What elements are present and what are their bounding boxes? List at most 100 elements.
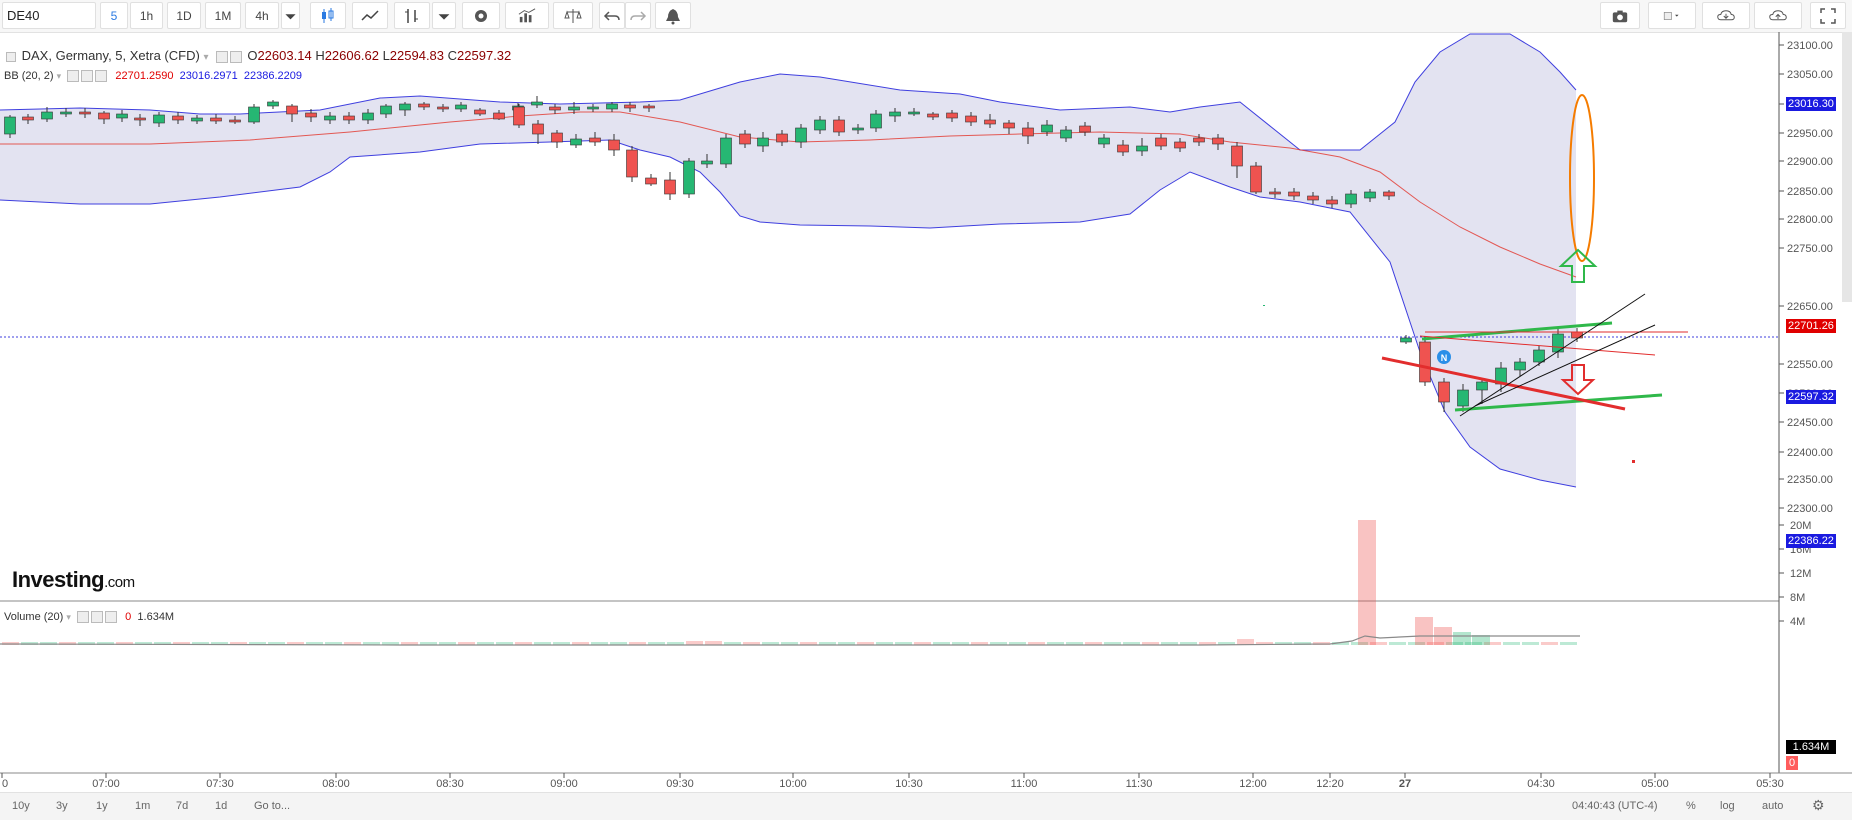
bb-remove-icon[interactable] [95,70,108,83]
interval-1h-button[interactable]: 1h [130,2,163,29]
candle-body [1250,165,1262,193]
candle-body [229,119,241,123]
volume-hide-icon[interactable] [77,611,90,624]
cloud-save-icon[interactable] [1754,2,1802,29]
volume-bar [876,642,893,645]
volume-label[interactable]: Volume (20) [4,611,64,623]
channel-line-lower[interactable] [1459,293,1646,417]
fullscreen-icon[interactable] [1810,2,1846,29]
volume-bar [382,642,399,645]
bb-settings-icon[interactable] [81,70,94,83]
chart-title[interactable]: DAX, Germany, 5, Xetra (CFD) [21,48,200,63]
ohlc-close: 22597.32 [457,48,512,63]
green-up-arrow-drawing[interactable] [1558,248,1598,283]
bb-hide-icon[interactable] [67,70,80,83]
volume-bar [154,642,171,645]
volume-bar [192,642,209,645]
scrollbar[interactable] [1842,32,1852,302]
time-tick-label: 07:00 [92,778,120,790]
interval-dropdown-icon[interactable] [281,2,300,29]
range-1m-button[interactable]: 1m [135,800,151,812]
redo-icon[interactable] [625,2,651,29]
price-tick-label: 22900.00 [1787,156,1833,168]
volume-remove-icon[interactable] [105,611,118,624]
time-tick-label: 08:30 [436,778,464,790]
percent-toggle[interactable]: % [1686,800,1696,812]
cloud-load-icon[interactable] [1702,2,1750,29]
volume-dropdown-icon[interactable]: ▾ [66,612,71,622]
interval-5-button[interactable]: 5 [100,2,128,29]
volume-bar [1275,642,1292,645]
volume-zero-label: 0 [1786,756,1798,770]
range-1d-button[interactable]: 1d [215,800,228,812]
red-trend-line[interactable] [1381,356,1626,411]
candle-body [551,132,563,143]
volume-settings-icon[interactable] [91,611,104,624]
candle-body [645,177,657,185]
green-resistance-line[interactable] [1421,321,1613,341]
settings-icon[interactable] [462,2,500,29]
channel-line-upper[interactable] [1474,324,1656,407]
volume-bar [477,642,494,645]
candles-icon[interactable] [310,2,346,29]
bb-dropdown-icon[interactable]: ▾ [56,71,62,81]
volume-bar [648,642,665,645]
indicators-icon[interactable] [505,2,549,29]
hide-small-icon[interactable] [229,50,242,63]
candle-body [305,112,317,118]
price-tick-label: 23100.00 [1787,40,1833,52]
compare-icon[interactable] [553,2,593,29]
symbol-input[interactable]: DE40 [2,2,96,29]
volume-bar [1446,642,1463,645]
interval-4h-button[interactable]: 4h [245,2,279,29]
price-tick-label: 22850.00 [1787,186,1833,198]
investing-logo: Investing.com [12,567,135,592]
candle-body [1571,331,1583,339]
candle-body [1231,145,1243,167]
auto-toggle[interactable]: auto [1762,800,1784,812]
bottom-settings-icon[interactable]: ⚙ [1812,797,1825,813]
settings-small-icon[interactable] [215,50,228,63]
template-icon[interactable] [1648,2,1696,29]
chart-type-dropdown-icon[interactable] [432,2,456,29]
orange-ellipse-drawing[interactable] [1569,94,1595,262]
volume-bar [895,642,912,645]
news-marker-icon[interactable] [1437,350,1451,364]
red-down-arrow-drawing[interactable] [1560,364,1596,396]
candle-body [1117,144,1129,153]
alert-icon[interactable] [655,2,691,29]
bb-label[interactable]: BB (20, 2) [4,70,54,82]
interval-1m-button[interactable]: 1M [205,2,241,29]
line-chart-icon[interactable] [352,2,388,29]
news-marker-letter: N [1441,353,1448,363]
volume-bar [667,642,684,645]
candle-body [1136,145,1148,152]
volume-bar [1256,642,1273,645]
red-thin-line[interactable] [1419,335,1656,356]
bar-type-icon[interactable] [394,2,430,29]
range-3y-button[interactable]: 3y [56,800,68,812]
range-7d-button[interactable]: 7d [176,800,189,812]
candle-body [908,111,920,115]
undo-icon[interactable] [599,2,625,29]
interval-1d-button[interactable]: 1D [167,2,201,29]
price-tick-label: 22550.00 [1787,359,1833,371]
range-1y-button[interactable]: 1y [96,800,108,812]
candle-body [172,115,184,121]
green-support-line[interactable] [1454,393,1663,412]
candle-body [1514,361,1526,371]
camera-icon[interactable] [1600,2,1640,29]
goto-button[interactable]: Go to... [254,800,291,812]
title-dropdown-icon[interactable]: ▾ [203,52,209,63]
bb-fill-area [0,34,1576,487]
time-tick-label: 27 [1399,778,1411,790]
log-toggle[interactable]: log [1720,800,1735,812]
volume-bar [496,642,513,645]
candle-body [1400,337,1412,343]
range-10y-button[interactable]: 10y [12,800,30,812]
price-chart[interactable]: N 23100.0023050.0023000.0022950.0022900.… [0,32,1852,792]
collapse-icon[interactable] [6,51,16,62]
volume-tick-label: 20M [1790,520,1811,532]
top-toolbar: DE40 5 1h 1D 1M 4h [0,0,1852,33]
candle-body [380,105,392,115]
